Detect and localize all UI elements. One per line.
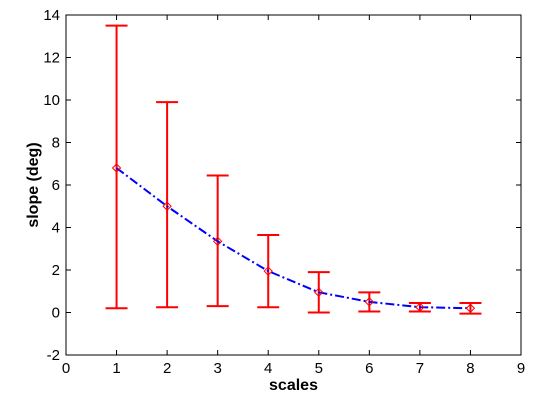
plot-area-frame (65, 14, 522, 356)
x-tick-label: 4 (264, 360, 272, 377)
x-tick-label: 0 (62, 360, 70, 377)
x-tick-label: 2 (163, 360, 171, 377)
data-point-marker (465, 303, 476, 313)
error-bar (156, 101, 179, 309)
x-tick-label: 1 (112, 360, 120, 377)
x-tick-label: 8 (466, 360, 474, 377)
data-point-marker (212, 236, 223, 247)
series-layer (111, 163, 476, 313)
x-axis-label: scales (269, 377, 318, 394)
x-tick-label: 3 (213, 360, 221, 377)
y-tick-label: 12 (43, 50, 60, 67)
x-tick-label: 5 (315, 360, 323, 377)
data-point-marker (364, 297, 375, 307)
series-line (115, 167, 471, 310)
y-tick-label: -2 (47, 347, 60, 364)
data-point-marker (314, 287, 324, 298)
y-tick-label: 4 (52, 220, 60, 237)
y-axis-label: slope (deg) (25, 142, 42, 227)
x-tick-label: 6 (365, 360, 373, 377)
plot-area-background (66, 15, 521, 355)
y-tick-label: 0 (52, 305, 60, 322)
data-point-marker (111, 163, 122, 173)
data-point-marker (263, 266, 273, 276)
y-tick-label: 14 (43, 7, 60, 24)
y-tick-label: 6 (52, 177, 60, 194)
error-bar (105, 24, 128, 310)
data-point-marker (415, 302, 425, 312)
y-tick-label: 10 (43, 92, 60, 109)
y-tick-label: 8 (52, 135, 60, 152)
data-point-marker (162, 201, 172, 211)
y-tick-label: 2 (52, 262, 60, 279)
x-tick-label: 7 (416, 360, 424, 377)
x-tick-label: 9 (517, 360, 525, 377)
